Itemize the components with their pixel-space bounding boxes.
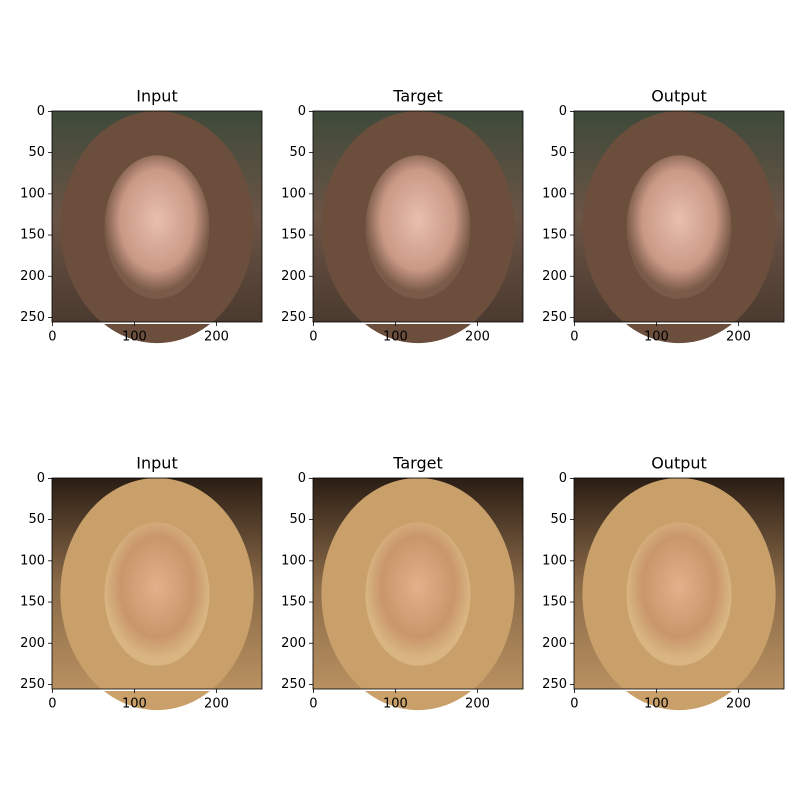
- y-tick-label: 200: [20, 269, 45, 284]
- y-tick-label: 0: [298, 104, 306, 119]
- axes-frame: [51, 477, 263, 690]
- y-tick-label: 200: [542, 269, 567, 284]
- image-face: [104, 155, 210, 299]
- x-tick-label: 200: [204, 330, 229, 345]
- y-tick-label: 250: [281, 677, 306, 692]
- x-tick-label: 100: [122, 330, 147, 345]
- axes-frame: [51, 110, 263, 323]
- axes-title: Target: [392, 454, 443, 473]
- axes-frame: [312, 110, 524, 323]
- y-tick-label: 200: [20, 636, 45, 651]
- axes-title: Output: [651, 454, 707, 473]
- y-tick-label: 0: [298, 471, 306, 486]
- x-tick-label: 200: [204, 697, 229, 712]
- x-tick-label: 200: [465, 330, 490, 345]
- x-tick-label: 100: [122, 697, 147, 712]
- y-tick-label: 100: [542, 186, 567, 201]
- x-tick-label: 0: [309, 697, 317, 712]
- axes-frame: [573, 477, 785, 690]
- image-face: [365, 155, 471, 299]
- y-tick-label: 0: [559, 104, 567, 119]
- y-tick-label: 50: [289, 145, 306, 160]
- y-tick-label: 250: [20, 310, 45, 325]
- x-tick-label: 200: [465, 697, 490, 712]
- x-tick-label: 200: [726, 330, 751, 345]
- image-face: [104, 522, 210, 666]
- image-bottom-clip: [52, 689, 262, 691]
- y-tick-label: 200: [281, 269, 306, 284]
- y-tick-label: 200: [542, 636, 567, 651]
- y-tick-label: 100: [281, 186, 306, 201]
- y-tick-label: 150: [542, 595, 567, 610]
- y-tick-label: 150: [20, 595, 45, 610]
- image-bottom-clip: [313, 322, 523, 324]
- axes-title: Output: [651, 87, 707, 106]
- image-face: [626, 522, 732, 666]
- x-tick-label: 100: [383, 330, 408, 345]
- axes-title: Input: [136, 87, 177, 106]
- x-tick-label: 200: [726, 697, 751, 712]
- axes-frame: [573, 110, 785, 323]
- x-tick-label: 0: [48, 330, 56, 345]
- x-tick-label: 100: [644, 330, 669, 345]
- y-tick-label: 150: [542, 228, 567, 243]
- x-tick-label: 100: [383, 697, 408, 712]
- image-bottom-clip: [574, 689, 784, 691]
- y-tick-label: 50: [550, 512, 567, 527]
- y-tick-label: 100: [20, 186, 45, 201]
- y-tick-label: 250: [20, 677, 45, 692]
- y-tick-label: 100: [281, 553, 306, 568]
- y-tick-label: 0: [37, 471, 45, 486]
- image-bottom-clip: [574, 322, 784, 324]
- y-tick-label: 150: [281, 595, 306, 610]
- y-tick-label: 200: [281, 636, 306, 651]
- y-tick-label: 250: [281, 310, 306, 325]
- y-tick-label: 100: [20, 553, 45, 568]
- y-tick-label: 150: [281, 228, 306, 243]
- axes-title: Target: [392, 87, 443, 106]
- axes-frame: [312, 477, 524, 690]
- image-face: [626, 155, 732, 299]
- x-tick-label: 0: [570, 330, 578, 345]
- y-tick-label: 50: [28, 512, 45, 527]
- y-tick-label: 50: [28, 145, 45, 160]
- y-tick-label: 0: [559, 471, 567, 486]
- y-tick-label: 0: [37, 104, 45, 119]
- image-face: [365, 522, 471, 666]
- x-tick-label: 0: [570, 697, 578, 712]
- y-tick-label: 250: [542, 677, 567, 692]
- y-tick-label: 100: [542, 553, 567, 568]
- image-bottom-clip: [313, 689, 523, 691]
- x-tick-label: 100: [644, 697, 669, 712]
- y-tick-label: 50: [289, 512, 306, 527]
- y-tick-label: 150: [20, 228, 45, 243]
- x-tick-label: 0: [48, 697, 56, 712]
- y-tick-label: 50: [550, 145, 567, 160]
- axes-title: Input: [136, 454, 177, 473]
- x-tick-label: 0: [309, 330, 317, 345]
- image-bottom-clip: [52, 322, 262, 324]
- y-tick-label: 250: [542, 310, 567, 325]
